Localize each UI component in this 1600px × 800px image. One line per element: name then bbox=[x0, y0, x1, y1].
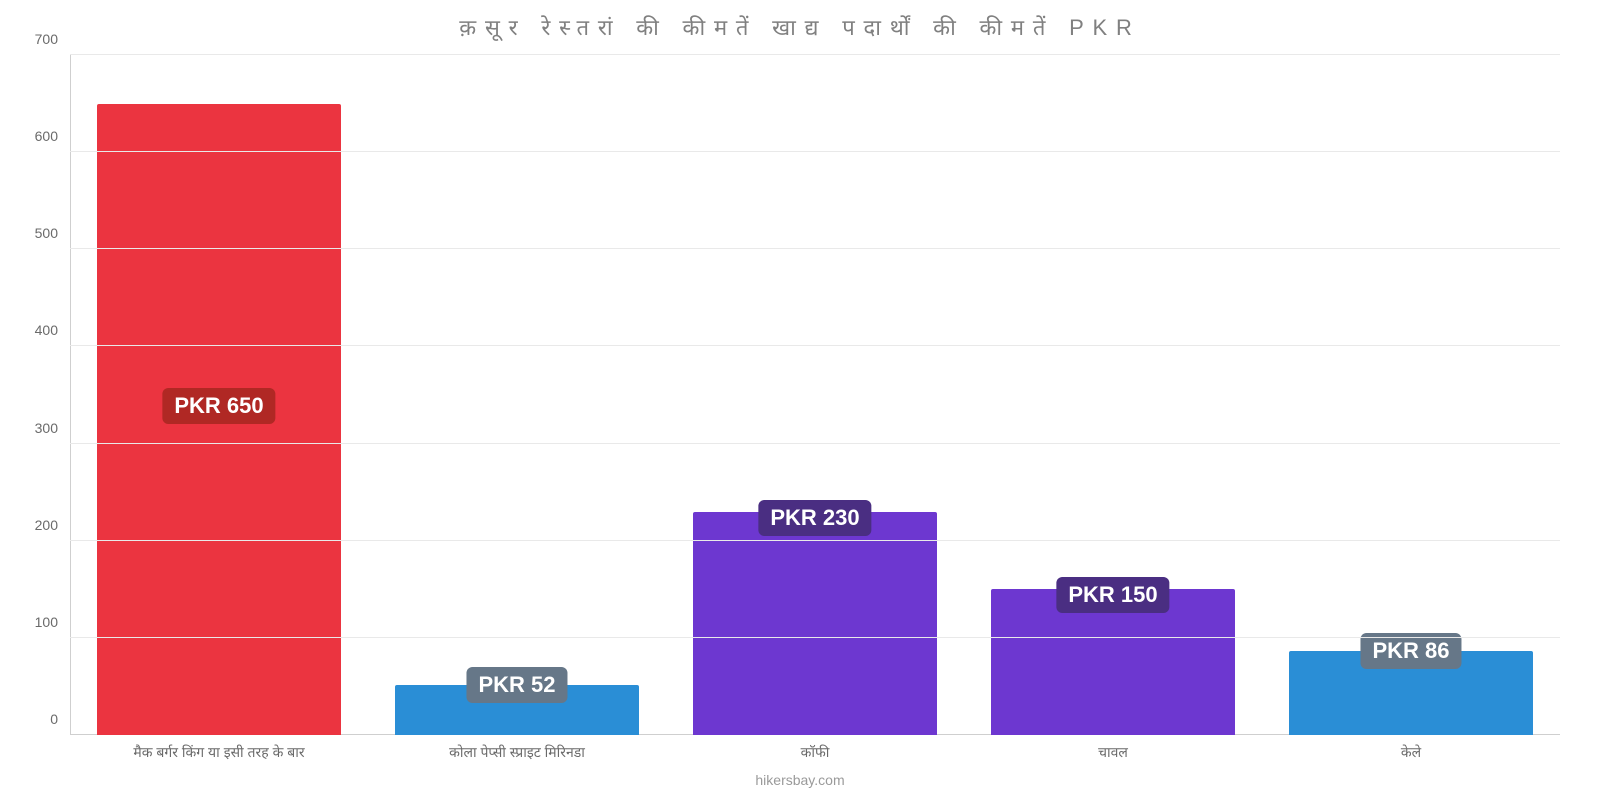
bar-slot: PKR 86 bbox=[1262, 55, 1560, 735]
gridline bbox=[70, 443, 1560, 444]
y-tick-label: 100 bbox=[35, 614, 58, 630]
y-tick-label: 0 bbox=[50, 711, 58, 727]
bar-slot: PKR 230 bbox=[666, 55, 964, 735]
price-bar-chart: क़सूर रेस्तरां की कीमतें खाद्य पदार्थों … bbox=[0, 0, 1600, 800]
x-axis-label: मैक बर्गर किंग या इसी तरह के बार bbox=[70, 743, 368, 762]
y-tick-label: 700 bbox=[35, 31, 58, 47]
bar: PKR 52 bbox=[395, 685, 639, 736]
plot-area: PKR 650 PKR 52 PKR 230 PKR 150 PKR 86 bbox=[70, 55, 1560, 735]
x-axis-label: चावल bbox=[964, 743, 1262, 762]
y-tick-label: 400 bbox=[35, 322, 58, 338]
bar-slot: PKR 52 bbox=[368, 55, 666, 735]
x-axis-label: कोला पेप्सी स्प्राइट मिरिनडा bbox=[368, 743, 666, 762]
gridline bbox=[70, 151, 1560, 152]
x-axis-label: केले bbox=[1262, 743, 1560, 762]
chart-title: क़सूर रेस्तरां की कीमतें खाद्य पदार्थों … bbox=[0, 0, 1600, 42]
bar: PKR 650 bbox=[97, 104, 341, 735]
y-tick-label: 200 bbox=[35, 517, 58, 533]
gridline bbox=[70, 54, 1560, 55]
bar: PKR 230 bbox=[693, 512, 937, 735]
value-badge: PKR 230 bbox=[758, 500, 871, 536]
value-badge: PKR 86 bbox=[1360, 633, 1461, 669]
value-badge: PKR 650 bbox=[162, 388, 275, 424]
y-axis: 0100200300400500600700 bbox=[0, 55, 70, 735]
footer-credit: hikersbay.com bbox=[0, 772, 1600, 788]
bar-slot: PKR 650 bbox=[70, 55, 368, 735]
gridline bbox=[70, 637, 1560, 638]
gridline bbox=[70, 540, 1560, 541]
value-badge: PKR 150 bbox=[1056, 577, 1169, 613]
gridline bbox=[70, 248, 1560, 249]
bars-row: PKR 650 PKR 52 PKR 230 PKR 150 PKR 86 bbox=[70, 55, 1560, 735]
bar-slot: PKR 150 bbox=[964, 55, 1262, 735]
y-tick-label: 300 bbox=[35, 420, 58, 436]
bar: PKR 150 bbox=[991, 589, 1235, 735]
x-axis-label: कॉफी bbox=[666, 743, 964, 762]
value-badge: PKR 52 bbox=[466, 667, 567, 703]
x-axis-labels: मैक बर्गर किंग या इसी तरह के बारकोला पेप… bbox=[70, 743, 1560, 762]
y-tick-label: 500 bbox=[35, 225, 58, 241]
y-tick-label: 600 bbox=[35, 128, 58, 144]
bar: PKR 86 bbox=[1289, 651, 1533, 735]
gridline bbox=[70, 345, 1560, 346]
